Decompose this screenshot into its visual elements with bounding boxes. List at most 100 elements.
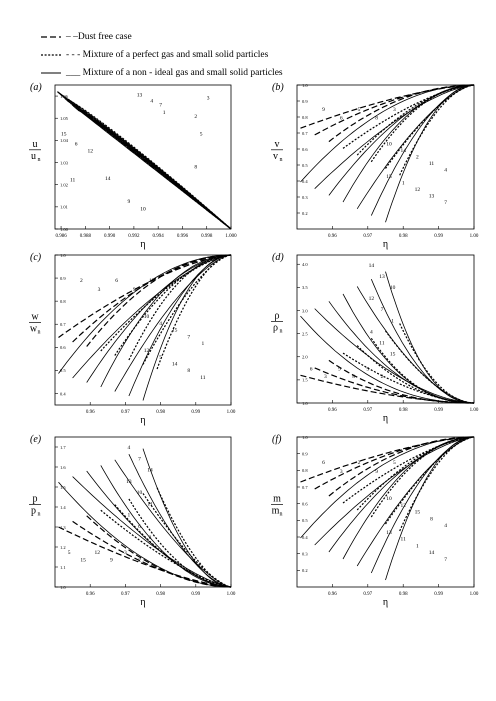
curve-label: 15 [415, 510, 421, 516]
curve-label: 2 [194, 114, 197, 120]
curve-group [300, 271, 475, 404]
curve-label: 6 [115, 278, 118, 284]
y-tick-label: 1.0 [302, 401, 308, 406]
y-tick-label: 1.0 [60, 585, 66, 590]
curve-line [342, 84, 475, 203]
curve-group [58, 254, 232, 401]
curve-line [328, 436, 475, 553]
curve-line [300, 436, 475, 483]
y-axis-label-denominator: v [273, 151, 278, 162]
y-axis-label-numerator: w [31, 312, 39, 323]
y-tick-label: 0.4 [60, 391, 66, 396]
y-axis-label-subscript: n [38, 330, 41, 336]
curve-line [142, 254, 232, 401]
y-tick-label: 0.7 [302, 131, 308, 136]
panel-f: 0.96 0.97 0.98 0.99 1.000.20.30.40.50.60.70.… [271, 434, 479, 608]
curve-label: 12 [369, 296, 375, 302]
curve-label: 2 [80, 278, 83, 284]
y-axis-label-subscript: n [38, 157, 41, 163]
curve-line [370, 84, 475, 216]
curve-line [314, 367, 474, 404]
plot-frame [296, 436, 475, 588]
curve-line [300, 84, 475, 183]
x-tick-label: 0.96 [328, 234, 337, 239]
y-tick-label: 1.6 [60, 465, 66, 470]
y-tick-label: 1.01 [60, 205, 68, 210]
curve-label: 11 [70, 177, 76, 183]
curve-line [72, 476, 232, 588]
y-tick-label: 1.0 [302, 435, 308, 440]
curve-label: 13 [149, 278, 155, 284]
y-tick-label: 1.2 [60, 545, 66, 550]
legend-swatch [41, 72, 61, 74]
y-tick-label: 0.3 [302, 195, 308, 200]
curve-line [300, 315, 474, 404]
curve-label: 2 [358, 460, 361, 466]
curve-label: 14 [400, 148, 406, 154]
curve-label: 9 [133, 287, 136, 293]
curve-line [86, 254, 232, 383]
y-tick-label: 0.9 [302, 451, 308, 456]
curve-label: 12 [415, 187, 421, 193]
x-tick-label: 0.97 [363, 592, 372, 597]
curve-label: 13 [429, 193, 435, 199]
curve-line [142, 448, 232, 588]
x-tick-label: 1.000 [225, 234, 237, 239]
curve-label: 4 [150, 98, 153, 104]
curve-line [300, 436, 475, 539]
curve-label: 11 [147, 501, 153, 507]
curve-label: 15 [386, 174, 392, 180]
x-tick-label: 0.994 [153, 234, 165, 239]
y-axis-label-numerator: p [33, 494, 38, 505]
panel-d: 0.96 0.97 0.98 0.99 1.00 1.0 1.5 2.0 2.5 3.0 3.5 4.… [271, 252, 479, 424]
curve-label: 9 [110, 558, 113, 564]
plot-frame [54, 84, 232, 230]
plot-frame [296, 254, 475, 404]
curve-line [370, 278, 475, 404]
x-axis-label: η [383, 413, 388, 424]
plot-frame [54, 254, 232, 406]
y-tick-label: 0.9 [60, 276, 66, 281]
y-tick-label: 1.5 [302, 378, 308, 383]
y-tick-label: 1.3 [60, 525, 66, 530]
y-axis-label-subscript: n [38, 512, 41, 518]
x-tick-label: 0.986 [55, 234, 67, 239]
curve-line [142, 254, 232, 365]
curve-label: 5 [358, 107, 361, 113]
x-tick-label: 0.988 [80, 234, 92, 239]
curve-group [57, 91, 232, 230]
plot-frame [296, 84, 475, 230]
y-tick-label: 1.03 [60, 160, 69, 165]
curve-line [114, 254, 232, 356]
curve-label: 14 [147, 468, 153, 474]
curve-line [71, 104, 232, 230]
curve-label: 7 [444, 557, 447, 563]
curve-line [342, 84, 475, 149]
y-axis-label-numerator: v [275, 139, 280, 150]
curve-line [399, 436, 475, 532]
curve-line [86, 470, 232, 588]
curve-label: 11 [401, 537, 407, 543]
curve-label: 5 [68, 550, 71, 556]
curve-label: 6 [138, 524, 141, 530]
curve-line [128, 454, 232, 588]
curve-label: 8 [194, 165, 197, 171]
x-tick-label: 0.998 [201, 234, 213, 239]
curve-line [328, 84, 475, 196]
plot-frame [54, 436, 232, 588]
curve-line [356, 84, 475, 210]
curve-label: 13 [386, 530, 392, 536]
y-tick-label: 1.02 [60, 182, 68, 187]
y-tick-label: 0.6 [60, 345, 66, 350]
curve-line [58, 254, 232, 374]
curve-label: 6 [310, 366, 313, 372]
curve-line [328, 84, 474, 143]
x-tick-label: 0.98 [399, 408, 408, 413]
x-axis-label: η [140, 239, 145, 250]
curve-line [370, 337, 474, 404]
curve-line [76, 108, 232, 230]
curve-label: 5 [366, 366, 369, 372]
x-tick-label: 0.98 [399, 592, 408, 597]
x-axis-label: η [140, 415, 145, 426]
x-tick-label: 0.97 [363, 408, 372, 413]
